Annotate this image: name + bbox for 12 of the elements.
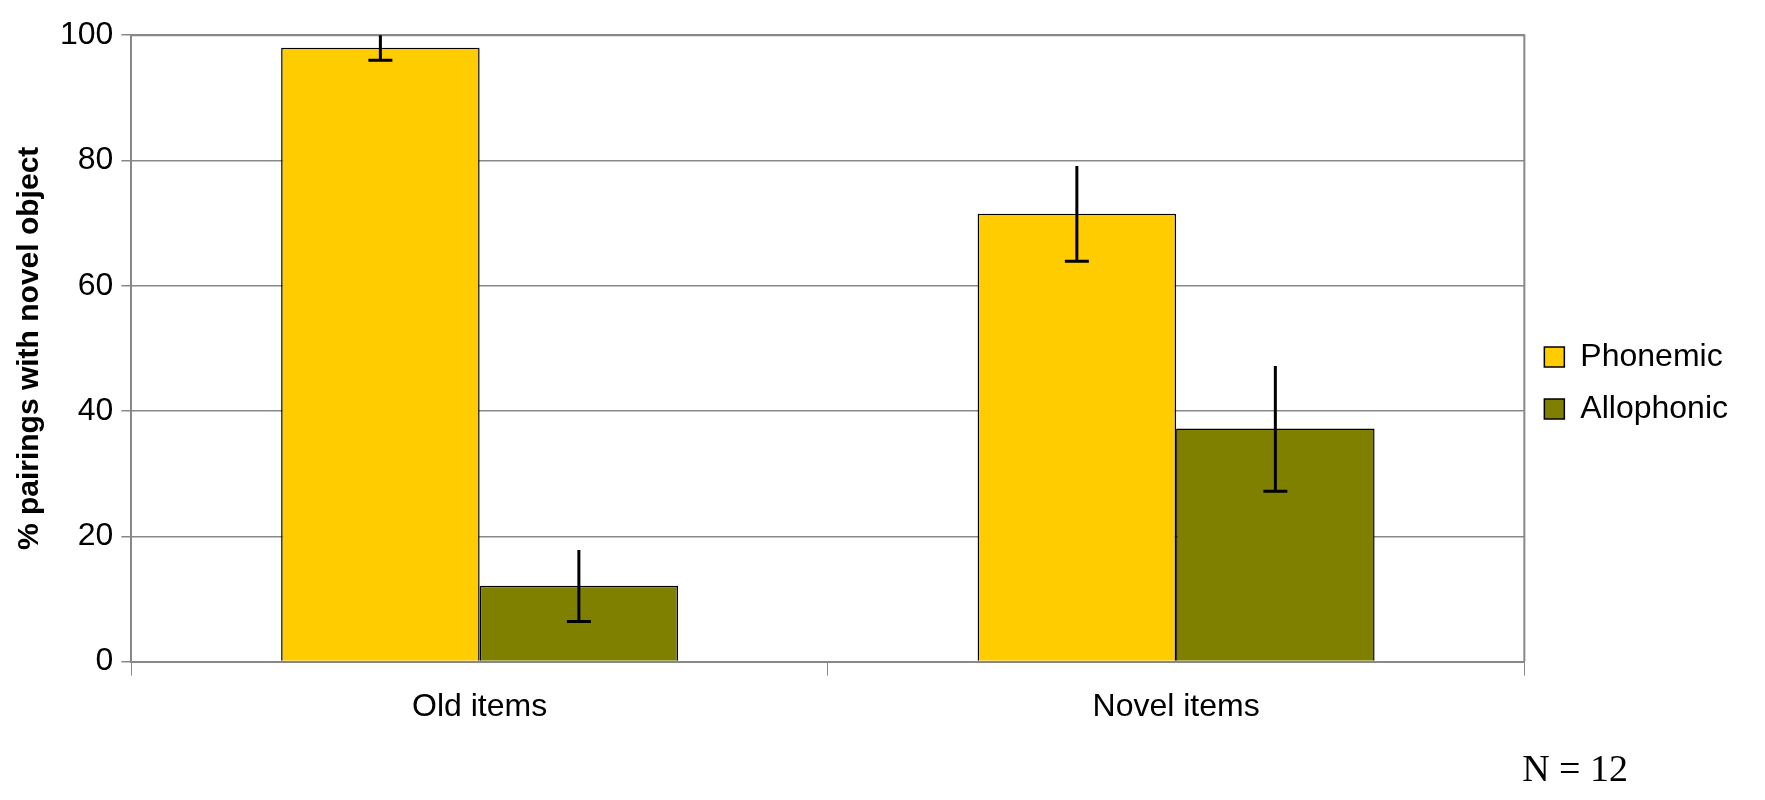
- y-tick-label: 80: [77, 140, 114, 177]
- x-tick-label: Old items: [412, 686, 548, 723]
- legend-label: Phonemic: [1580, 336, 1723, 373]
- y-tick-label: 20: [77, 516, 114, 553]
- y-tick-label: 0: [95, 641, 114, 678]
- y-tick-label: 40: [77, 390, 114, 427]
- y-axis-title: % pairings with novel object: [11, 146, 45, 551]
- y-tick-label: 100: [60, 15, 114, 52]
- y-tick-label: 60: [77, 265, 114, 302]
- x-tick-label: Novel items: [1092, 686, 1260, 723]
- legend-label: Allophonic: [1580, 388, 1728, 425]
- text: N = 12: [1522, 746, 1628, 790]
